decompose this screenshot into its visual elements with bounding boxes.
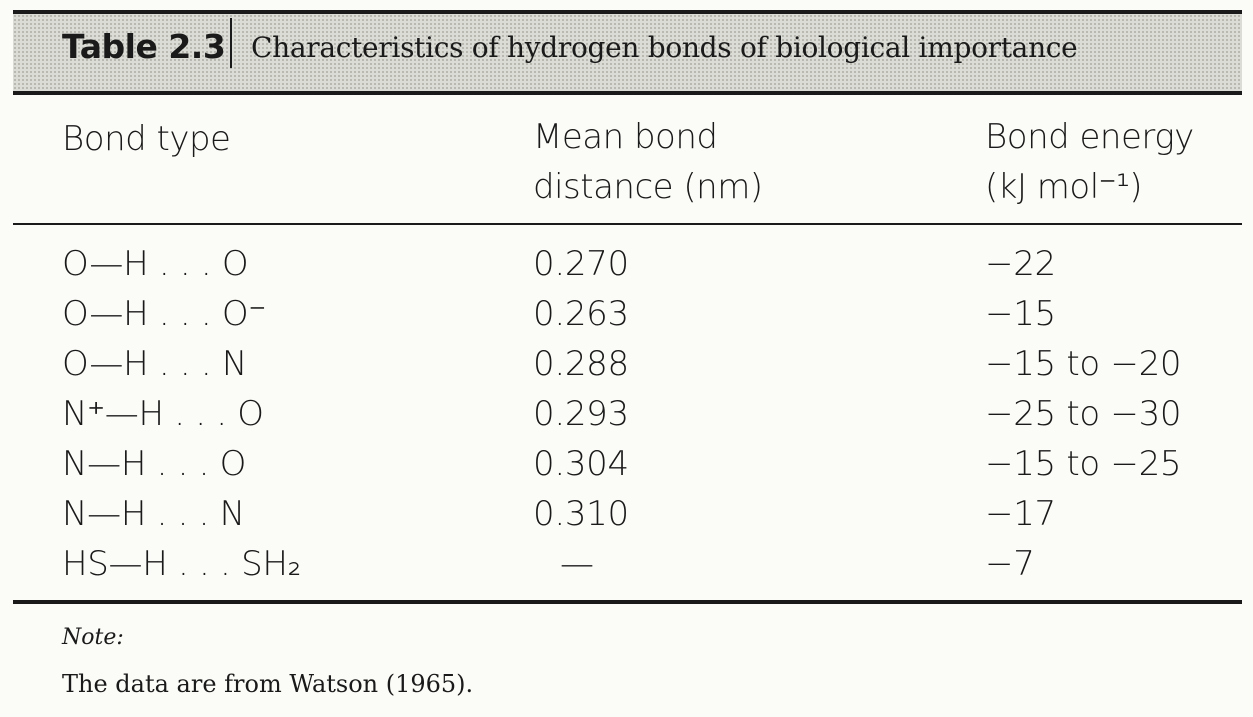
note-label: Note: [62,625,124,650]
top-rule [13,10,1242,14]
header-rule [13,223,1242,225]
column-header-distance: Mean bond distance (nm) [533,112,763,212]
column-header-bond-type: Bond type [62,114,231,164]
title-divider [230,18,232,68]
distance-cell: 0.263 [533,294,629,334]
table-title: Characteristics of hydrogen bonds of bio… [251,31,1078,64]
energy-cell: −7 [985,544,1035,584]
table-number: Table 2.3 [62,27,226,66]
distance-cell: 0.310 [533,494,629,534]
distance-cell: 0.293 [533,394,629,434]
bond-type-cell: O—H . . . O⁻ [62,294,267,334]
distance-cell: 0.270 [533,244,629,284]
bond-type-cell: O—H . . . N [62,344,248,384]
title-band [13,14,1242,91]
bond-type-cell: N—H . . . N [62,494,245,534]
column-header-energy: Bond energy (kJ mol⁻¹) [985,112,1194,212]
bond-type-cell: N—H . . . O [62,444,247,484]
bond-type-cell: HS—H . . . SH₂ [62,544,301,584]
energy-cell: −15 [985,294,1056,334]
column-header-line: Bond energy [985,117,1194,157]
energy-cell: −22 [985,244,1056,284]
column-header-line: (kJ mol⁻¹) [985,167,1142,207]
energy-cell: −15 to −25 [985,444,1182,484]
distance-cell: 0.304 [533,444,629,484]
energy-cell: −15 to −20 [985,344,1182,384]
energy-cell: −17 [985,494,1056,534]
column-header-line: Bond type [62,119,231,159]
distance-cell: 0.288 [533,344,629,384]
bond-type-cell: O—H . . . O [62,244,249,284]
note-text: The data are from Watson (1965). [62,670,474,698]
title-rule [13,91,1242,95]
energy-cell: −25 to −30 [985,394,1182,434]
column-header-line: distance (nm) [533,167,763,207]
bond-type-cell: N⁺—H . . . O [62,394,264,434]
distance-cell: — [560,544,594,584]
bottom-rule [13,600,1242,604]
column-header-line: Mean bond [533,117,718,157]
